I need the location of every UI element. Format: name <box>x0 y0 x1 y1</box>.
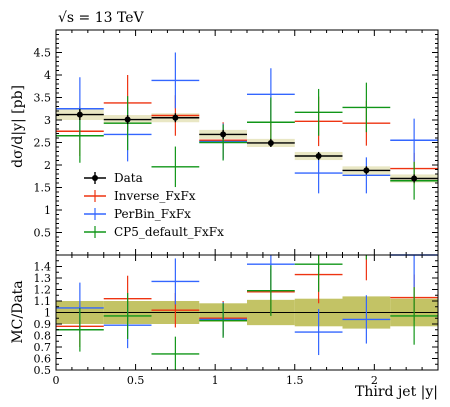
ratio-y-tick-label: 0.5 <box>34 364 52 377</box>
legend-marker-point <box>92 175 98 181</box>
data-point <box>363 167 370 174</box>
main-plot: 0.5 1 1.5 2 2.5 3 3.5 4 4.5 dσ/d|y| [pb] <box>10 29 439 256</box>
data-point <box>267 139 274 146</box>
main-y-tick-label: 1 <box>44 204 51 217</box>
ratio-plot: 0.50.60.70.80.911.11.21.31.4 0 0.5 1 1.5 2 M… <box>10 254 439 400</box>
data-point <box>220 131 227 138</box>
main-y-tick-label: 4.5 <box>34 47 52 60</box>
legend-label: CP5_default_FxFx <box>114 225 224 239</box>
ratio-y-tick-label: 0.8 <box>34 330 52 343</box>
main-y-tick-label: 2 <box>44 159 51 172</box>
ratio-y-tick-label: 1.3 <box>34 272 52 285</box>
ratio-x-tick-label: 1.5 <box>286 374 304 387</box>
ratio-y-tick-label: 0.6 <box>34 353 52 366</box>
legend-label: Data <box>114 171 143 185</box>
data-point <box>124 116 131 123</box>
ratio-y-tick-label: 1.1 <box>34 295 52 308</box>
ratio-y-tick-label: 1 <box>44 307 51 320</box>
ratio-y-tick-label: 0.9 <box>34 318 52 331</box>
legend: Data Inverse_FxFx PerBin_FxFx CP5_default_F… <box>84 171 224 239</box>
ratio-x-tick-label: 0.5 <box>127 374 145 387</box>
data-point <box>76 111 83 118</box>
ratio-y-axis-label: MC/Data <box>10 280 26 343</box>
ratio-x-tick-label: 0 <box>53 374 60 387</box>
legend-label: PerBin_FxFx <box>114 207 191 221</box>
legend-label: Inverse_FxFx <box>114 189 196 203</box>
ratio-y-tick-label: 1.4 <box>34 261 52 274</box>
main-y-tick-label: 0.5 <box>34 227 52 240</box>
ratio-y-tick-label: 1.2 <box>34 284 52 297</box>
main-y-tick-label: 1.5 <box>34 182 52 195</box>
data-point <box>172 114 179 121</box>
ratio-x-tick-label: 2 <box>371 374 378 387</box>
main-y-tick-label: 4 <box>44 69 51 82</box>
data-point <box>411 175 418 182</box>
main-y-tick-label: 3.5 <box>34 92 52 105</box>
ratio-y-tick-label: 0.7 <box>34 341 52 354</box>
ratio-x-tick-label: 1 <box>212 374 219 387</box>
main-y-tick-label: 3 <box>44 114 51 127</box>
main-y-tick-label: 2.5 <box>34 137 52 150</box>
main-y-axis-label: dσ/d|y| [pb] <box>10 85 26 168</box>
energy-label: √s = 13 TeV <box>58 10 145 26</box>
data-point <box>315 153 322 159</box>
x-axis-label: Third jet |y| <box>355 384 438 400</box>
